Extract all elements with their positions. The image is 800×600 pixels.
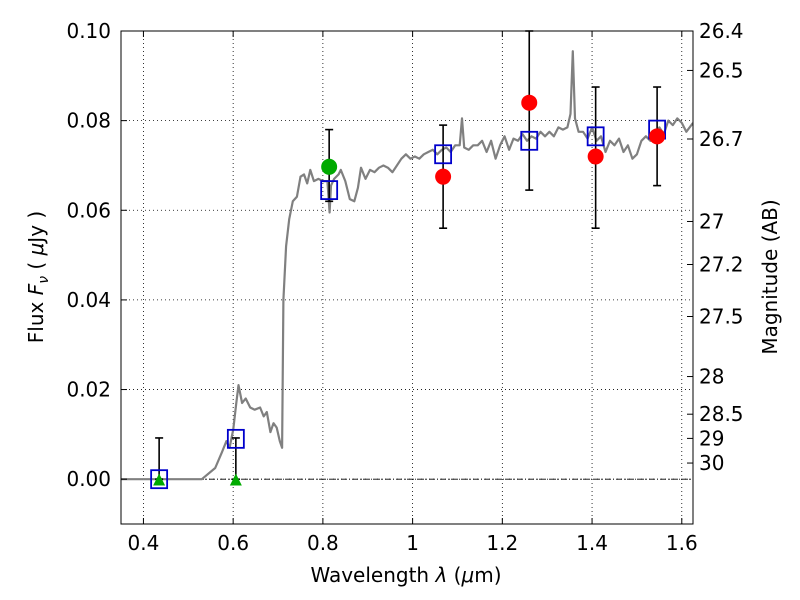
grid-lines [121, 30, 693, 524]
y2-tick-label: 26.5 [699, 58, 744, 82]
y2-tick-label: 27.2 [699, 253, 744, 277]
data-layer [121, 50, 693, 481]
model-square-marker [226, 428, 245, 449]
model-square-marker [320, 180, 339, 201]
y2-tick-label: 27 [699, 209, 724, 233]
x-tick-label: 1.2 [486, 531, 518, 555]
y2-tick-label: 27.5 [699, 304, 744, 328]
tick-marks [121, 30, 693, 524]
spectrum-line [121, 50, 693, 481]
y-axis-label: Flux Fν ( μJy ) [24, 211, 52, 343]
x-tick-label: 0.8 [307, 531, 339, 555]
y-tick-label: 0.02 [66, 378, 111, 402]
model-square-marker [434, 144, 453, 165]
red-detection-marker [649, 128, 666, 145]
model-square-marker [150, 469, 169, 490]
model-square-marker [586, 126, 605, 147]
y2-tick-label: 28 [699, 365, 724, 389]
x-tick-label: 0.6 [217, 531, 249, 555]
marker-layer [150, 30, 667, 490]
y2-tick-label: 29 [699, 426, 724, 450]
y-tick-label: 0.00 [66, 467, 111, 491]
y-tick-label: 0.10 [66, 19, 111, 43]
x-tick-label: 0.4 [128, 531, 160, 555]
green-detection-marker [321, 158, 338, 175]
y-tick-label: 0.06 [66, 198, 111, 222]
y2-axis-label: Magnitude (AB) [758, 199, 782, 354]
x-tick-label: 1 [406, 531, 419, 555]
y-tick-label: 0.04 [66, 288, 111, 312]
y2-tick-label: 26.7 [699, 127, 744, 151]
red-detection-marker [521, 94, 538, 111]
x-tick-label: 1.4 [576, 531, 608, 555]
model-square-marker [520, 130, 539, 151]
y-tick-label: 0.08 [66, 109, 111, 133]
plot-frame [120, 30, 694, 525]
y2-tick-label: 28.5 [699, 402, 744, 426]
red-detection-marker [587, 148, 604, 165]
upper-limit-triangle [153, 473, 166, 486]
red-detection-marker [435, 168, 452, 185]
upper-limit-triangle [229, 473, 242, 486]
x-tick-label: 1.6 [666, 531, 698, 555]
y2-tick-label: 30 [699, 451, 724, 475]
y2-tick-label: 26.4 [699, 19, 744, 43]
x-axis-label: Wavelength λ (μm) [310, 563, 501, 587]
